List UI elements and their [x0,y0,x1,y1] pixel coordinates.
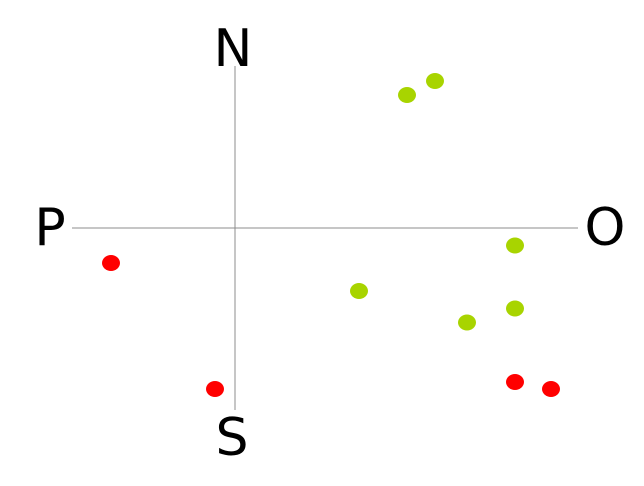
data-point-green-5 [458,314,476,331]
data-point-red-1 [102,255,120,271]
west-label: P [34,198,65,258]
data-point-red-2 [206,381,224,397]
data-point-green-3 [506,237,524,254]
data-point-red-4 [542,381,560,397]
data-point-green-4 [350,283,368,299]
data-point-green-2 [426,73,444,89]
data-point-red-3 [506,374,524,390]
scatter-points [102,73,560,397]
data-point-green-1 [398,87,416,103]
data-point-green-6 [506,300,524,317]
south-label: S [215,408,248,468]
east-label: O [585,198,626,258]
north-label: N [214,19,253,79]
